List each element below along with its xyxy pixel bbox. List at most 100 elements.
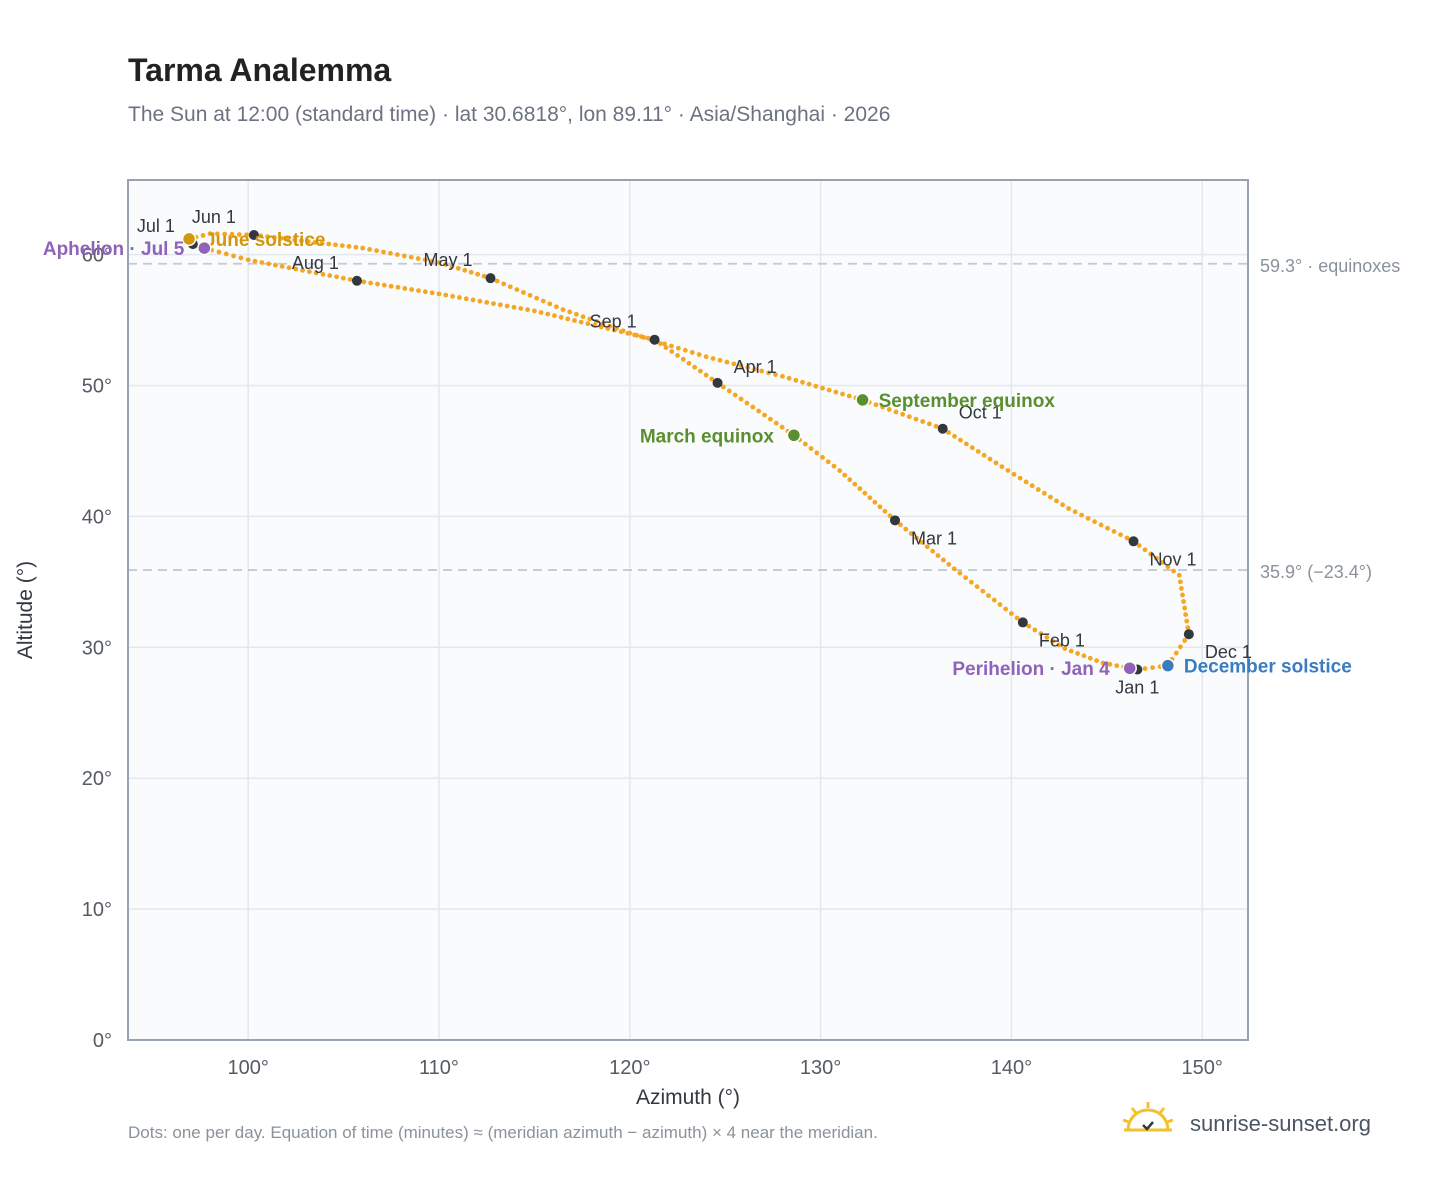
daily-dot: [494, 278, 500, 284]
daily-dot: [1029, 483, 1035, 489]
daily-dot: [1098, 522, 1104, 528]
daily-dot: [402, 286, 408, 291]
daily-dot: [1085, 515, 1091, 521]
daily-dot: [986, 593, 991, 599]
daily-dot: [717, 357, 723, 363]
daily-dot: [1176, 572, 1182, 578]
daily-dot: [299, 238, 304, 244]
month-marker: [649, 334, 660, 345]
daily-dot: [540, 298, 546, 304]
daily-dot: [886, 407, 892, 412]
daily-dot: [381, 282, 387, 288]
daily-dot: [504, 303, 510, 309]
daily-dot: [831, 463, 837, 469]
daily-dot: [327, 273, 333, 278]
daily-dot: [271, 235, 277, 240]
month-label: Aug 1: [292, 253, 339, 273]
daily-dot: [333, 242, 338, 248]
daily-dot: [993, 460, 999, 466]
daily-dot: [436, 291, 442, 297]
daily-dot: [491, 301, 496, 307]
daily-dot: [987, 456, 993, 462]
daily-dot: [618, 329, 624, 335]
daily-dot: [793, 377, 799, 383]
daily-dot: [200, 233, 206, 238]
month-marker: [485, 273, 496, 284]
daily-dot: [680, 356, 686, 362]
daily-dot: [252, 258, 258, 264]
daily-dot: [306, 269, 312, 275]
daily-dot: [709, 376, 715, 382]
daily-dot: [645, 335, 651, 341]
daily-dot: [689, 350, 695, 355]
daily-dot: [1182, 638, 1188, 643]
daily-dot: [305, 239, 311, 244]
y-tick-label: 0°: [93, 1030, 112, 1052]
event-marker: [855, 392, 870, 408]
daily-dot: [814, 450, 820, 456]
daily-dot: [214, 231, 220, 237]
daily-dot: [319, 240, 325, 246]
daily-dot: [1107, 661, 1113, 667]
event-label: March equinox: [640, 426, 775, 447]
daily-dot: [732, 392, 738, 398]
daily-dot: [484, 299, 490, 305]
daily-dot: [394, 252, 400, 258]
daily-dot: [272, 262, 278, 268]
chart-title: Tarma Analemma: [128, 52, 392, 88]
daily-dot: [669, 343, 674, 349]
daily-dot: [422, 257, 428, 263]
daily-dot: [1177, 579, 1183, 585]
daily-dot: [703, 354, 709, 360]
daily-dot: [1150, 665, 1155, 670]
daily-dot: [766, 370, 771, 376]
x-tick-label: 120°: [609, 1057, 650, 1079]
daily-dot: [802, 441, 808, 447]
sun-horizon-icon: [1122, 1102, 1174, 1132]
x-tick-label: 110°: [419, 1057, 459, 1079]
daily-dot: [952, 433, 957, 439]
daily-dot: [395, 284, 401, 290]
daily-dot: [873, 402, 879, 408]
daily-dot: [744, 400, 750, 406]
daily-dot: [820, 385, 825, 391]
daily-dot: [463, 296, 469, 302]
month-label: Nov 1: [1150, 549, 1197, 569]
daily-dot: [470, 297, 476, 303]
daily-dot: [587, 316, 593, 322]
daily-dot: [340, 275, 346, 281]
event-marker: [1160, 658, 1176, 673]
month-marker: [1017, 617, 1028, 628]
daily-dot: [353, 244, 359, 250]
daily-dot: [266, 261, 271, 267]
daily-dot: [731, 361, 737, 367]
event-marker: [197, 240, 212, 256]
month-label: Jan 1: [1115, 678, 1159, 698]
daily-dot: [908, 531, 914, 536]
brand-text: sunrise-sunset.org: [1190, 1111, 1371, 1136]
daily-dot: [825, 459, 831, 465]
daily-dot: [207, 231, 213, 237]
event-marker: [1122, 660, 1137, 676]
daily-dot: [347, 277, 353, 282]
daily-dot: [951, 566, 957, 572]
y-tick-label: 50°: [82, 376, 112, 398]
daily-dot: [1011, 471, 1017, 477]
daily-dot: [1062, 646, 1068, 652]
daily-dot: [703, 372, 709, 378]
daily-dot: [981, 452, 987, 458]
daily-dot: [1014, 615, 1020, 621]
month-marker: [351, 275, 362, 286]
daily-dot: [762, 412, 767, 418]
daily-dot: [872, 499, 878, 505]
month-label: Dec 1: [1205, 642, 1252, 662]
daily-dot: [388, 283, 394, 289]
y-tick-label: 20°: [82, 768, 112, 790]
reference-line-label: 35.9° (−23.4°): [1260, 562, 1372, 582]
daily-dot: [1075, 651, 1080, 656]
event-label: September equinox: [879, 391, 1056, 412]
daily-dot: [1026, 623, 1032, 629]
brand[interactable]: sunrise-sunset.org: [1120, 1100, 1390, 1150]
daily-dot: [598, 324, 604, 330]
y-axis-label: Altitude (°): [14, 561, 37, 659]
